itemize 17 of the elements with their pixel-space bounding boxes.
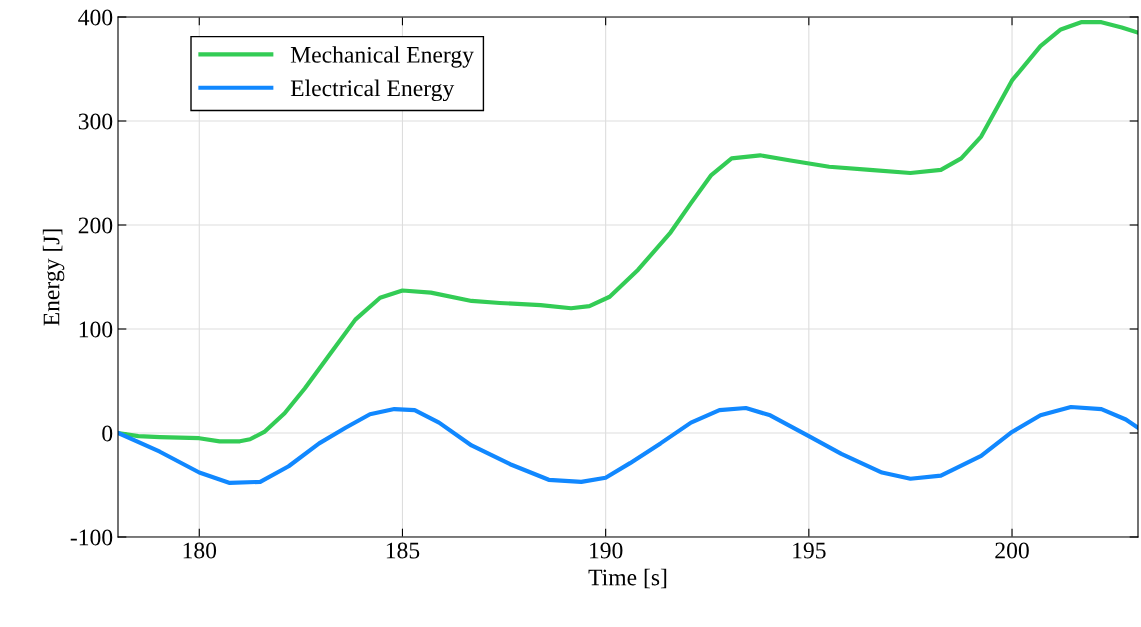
y-tick-label: -100	[70, 529, 113, 546]
legend-label: Mechanical Energy	[290, 46, 474, 68]
y-tick-label: 300	[78, 113, 113, 130]
y-tick-label: 0	[102, 425, 113, 442]
x-tick-label: 190	[590, 542, 623, 559]
line-series	[118, 404, 1138, 486]
x-tick-label: 185	[386, 542, 420, 559]
line-series	[118, 20, 1138, 444]
y-axis-title: Energy [J]	[42, 229, 65, 326]
x-axis-title: Time [s]	[588, 568, 667, 589]
y-tick-label: 400	[78, 9, 113, 26]
legend-label: Electrical Energy	[290, 79, 455, 102]
x-tick-label: 180	[183, 542, 217, 559]
x-tick-label: 200	[995, 542, 1029, 559]
y-tick-label: 200	[78, 217, 113, 234]
x-tick-label: 195	[793, 542, 826, 559]
y-tick-label: 100	[79, 321, 113, 338]
